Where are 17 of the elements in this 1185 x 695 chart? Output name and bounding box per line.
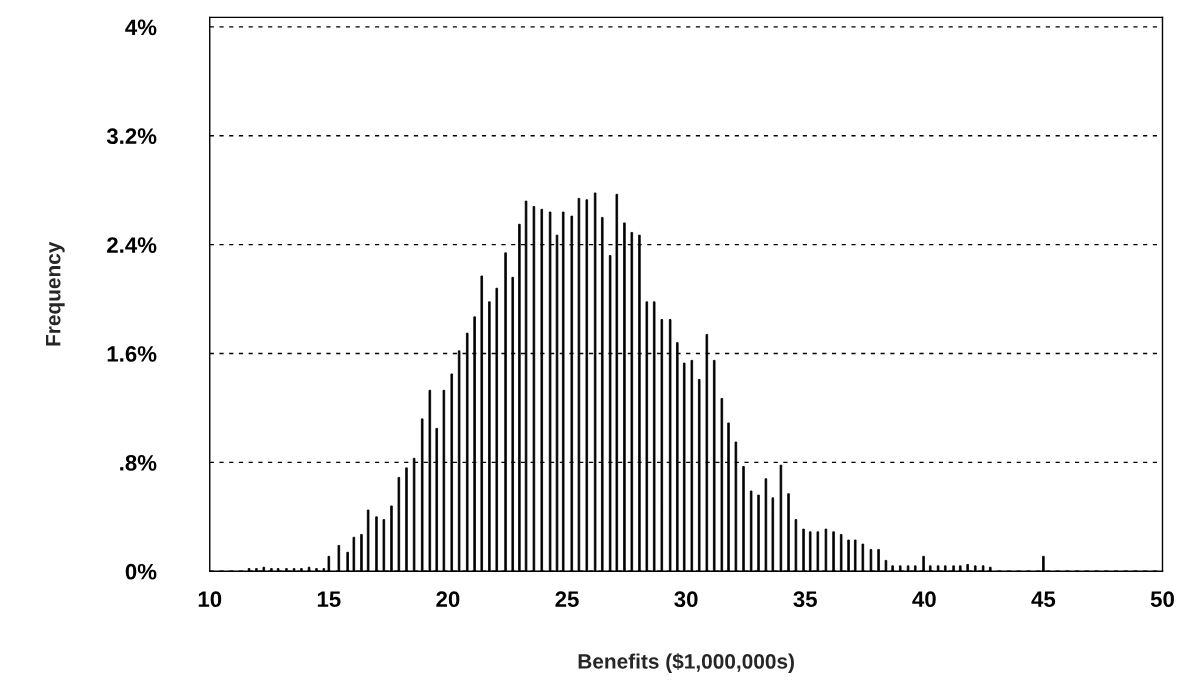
y-tick-label: 2.4% [107, 237, 157, 253]
x-tick-label: 20 [436, 591, 460, 608]
x-tick-label: 15 [317, 591, 341, 608]
x-axis-title: Benefits ($1,000,000s) [578, 653, 794, 673]
y-tick-label: 1.6% [107, 346, 157, 362]
x-tick-label: 35 [793, 591, 817, 608]
x-tick-label: 50 [1150, 591, 1174, 608]
y-tick-label: 0% [125, 563, 157, 580]
x-tick-label: 10 [198, 591, 222, 608]
x-tick-label: 45 [1031, 591, 1056, 608]
y-tick-label: .8% [120, 454, 157, 471]
y-axis-title: Frequency [46, 241, 65, 346]
y-tick-label: 4% [125, 19, 157, 36]
x-tick-label: 40 [912, 591, 936, 608]
x-tick-label: 25 [555, 591, 579, 608]
x-tick-label: 30 [674, 591, 698, 608]
y-tick-label: 3.2% [106, 128, 157, 145]
